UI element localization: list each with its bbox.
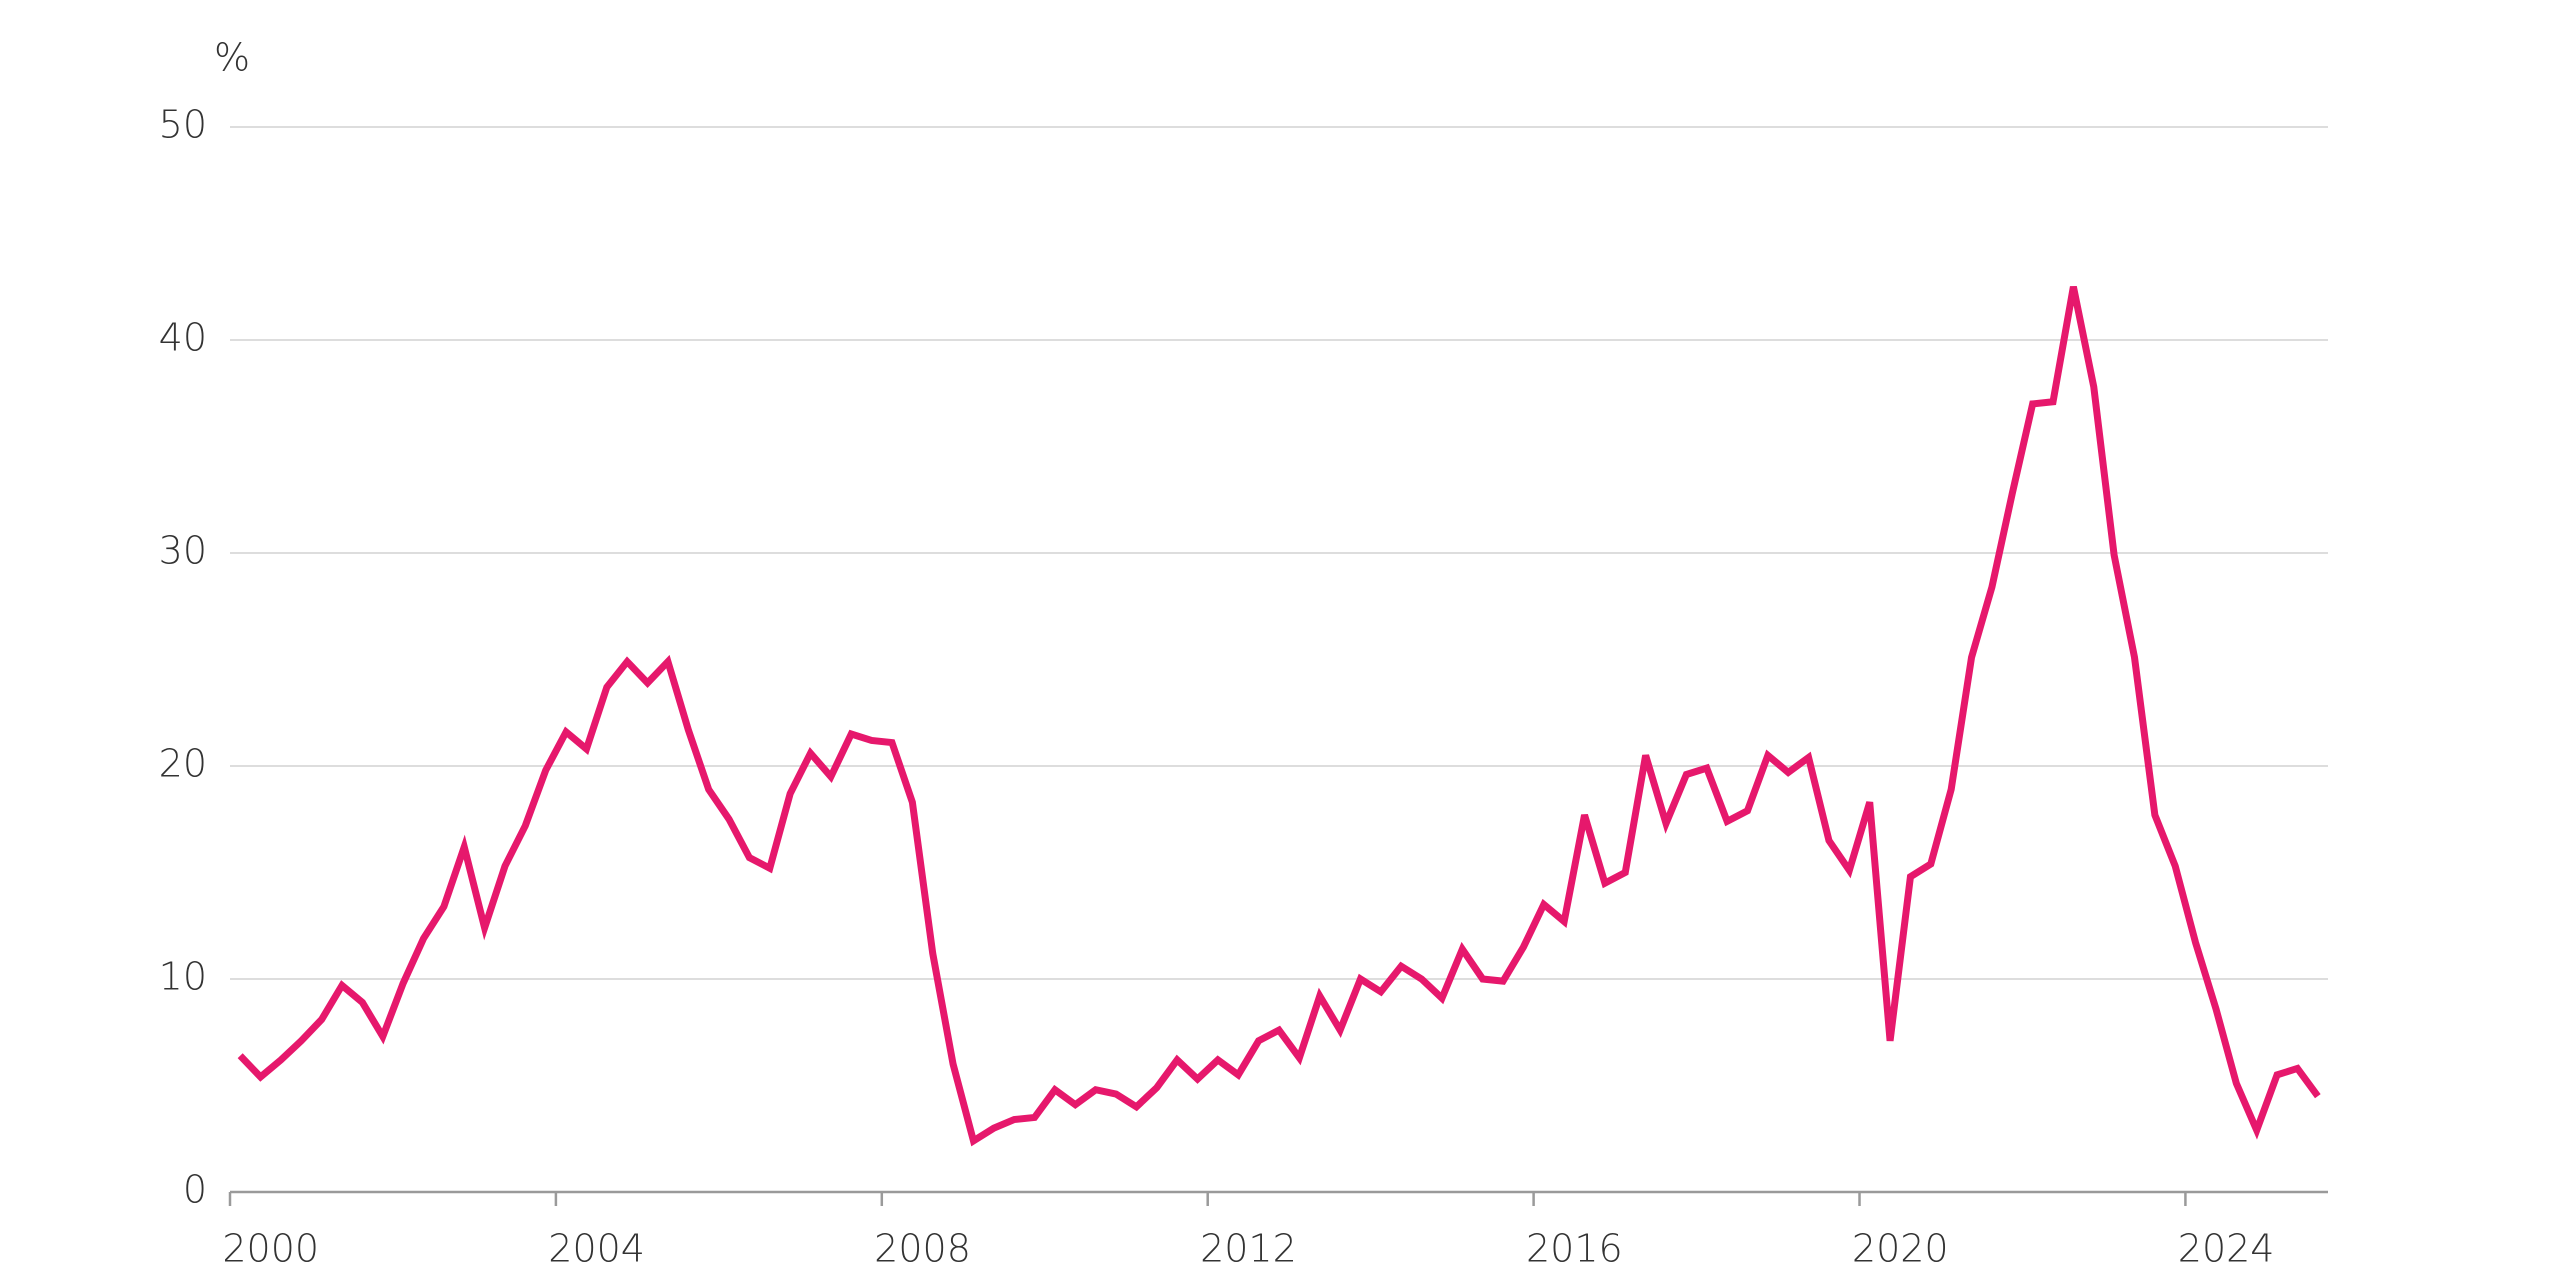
y-tick-label: 0 [183, 1168, 207, 1212]
x-tick-label: 2004 [548, 1227, 645, 1271]
y-tick-label: 50 [159, 103, 207, 147]
y-tick-label: 30 [159, 529, 207, 573]
x-tick-label: 2008 [874, 1227, 971, 1271]
x-tick-label: 2000 [222, 1227, 319, 1271]
x-tick-label: 2012 [1200, 1227, 1297, 1271]
y-tick-label: 10 [159, 955, 207, 999]
y-tick-label: 40 [159, 316, 207, 360]
y-tick-label: 20 [159, 742, 207, 786]
y-unit-label: % [214, 36, 250, 80]
line-series [237, 286, 2321, 1147]
x-tick-label: 2024 [2178, 1227, 2275, 1271]
x-tick-label: 2016 [1526, 1227, 1623, 1271]
x-tick-label: 2020 [1852, 1227, 1949, 1271]
